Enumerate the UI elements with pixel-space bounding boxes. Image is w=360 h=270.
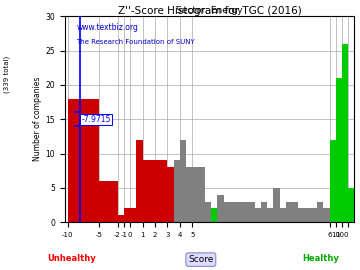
Bar bbox=[255, 208, 261, 222]
Bar bbox=[305, 208, 311, 222]
Bar bbox=[286, 202, 292, 222]
Bar bbox=[143, 160, 149, 222]
Bar bbox=[273, 188, 280, 222]
Bar bbox=[124, 208, 130, 222]
Bar bbox=[248, 202, 255, 222]
Bar bbox=[149, 160, 155, 222]
Bar bbox=[186, 167, 192, 222]
Bar bbox=[230, 202, 236, 222]
Bar bbox=[242, 202, 248, 222]
Bar bbox=[205, 202, 211, 222]
Bar bbox=[317, 202, 323, 222]
Bar bbox=[93, 99, 99, 222]
Bar bbox=[342, 44, 348, 222]
Bar bbox=[348, 188, 355, 222]
Bar bbox=[311, 208, 317, 222]
Bar bbox=[292, 202, 298, 222]
Bar bbox=[167, 167, 174, 222]
Y-axis label: Number of companies: Number of companies bbox=[33, 77, 42, 161]
Title: Z''-Score Histogram for TGC (2016): Z''-Score Histogram for TGC (2016) bbox=[118, 6, 301, 16]
Bar bbox=[323, 208, 329, 222]
Bar bbox=[155, 160, 161, 222]
Bar bbox=[111, 181, 118, 222]
Bar bbox=[118, 215, 124, 222]
Text: The Research Foundation of SUNY: The Research Foundation of SUNY bbox=[76, 39, 195, 45]
Bar bbox=[74, 99, 80, 222]
Bar bbox=[280, 208, 286, 222]
Bar bbox=[336, 78, 342, 222]
Text: Sector: Energy: Sector: Energy bbox=[176, 6, 243, 15]
Bar bbox=[105, 181, 111, 222]
Bar bbox=[136, 140, 143, 222]
Bar bbox=[261, 202, 267, 222]
Text: Score: Score bbox=[188, 255, 213, 264]
Text: (339 total): (339 total) bbox=[3, 55, 10, 93]
Bar bbox=[329, 140, 336, 222]
Bar bbox=[236, 202, 242, 222]
Bar bbox=[180, 140, 186, 222]
Bar bbox=[217, 195, 224, 222]
Bar bbox=[86, 99, 93, 222]
Bar bbox=[130, 208, 136, 222]
Text: Unhealthy: Unhealthy bbox=[47, 254, 96, 263]
Bar bbox=[298, 208, 305, 222]
Text: -7.9715: -7.9715 bbox=[81, 115, 111, 124]
Bar bbox=[199, 167, 205, 222]
Bar bbox=[161, 160, 167, 222]
Bar bbox=[99, 181, 105, 222]
Text: Healthy: Healthy bbox=[302, 254, 339, 263]
Bar bbox=[174, 160, 180, 222]
Bar bbox=[267, 208, 273, 222]
Text: www.textbiz.org: www.textbiz.org bbox=[76, 22, 138, 32]
Bar bbox=[80, 99, 86, 222]
Bar bbox=[68, 99, 74, 222]
Bar bbox=[224, 202, 230, 222]
Bar bbox=[192, 167, 199, 222]
Bar bbox=[211, 208, 217, 222]
